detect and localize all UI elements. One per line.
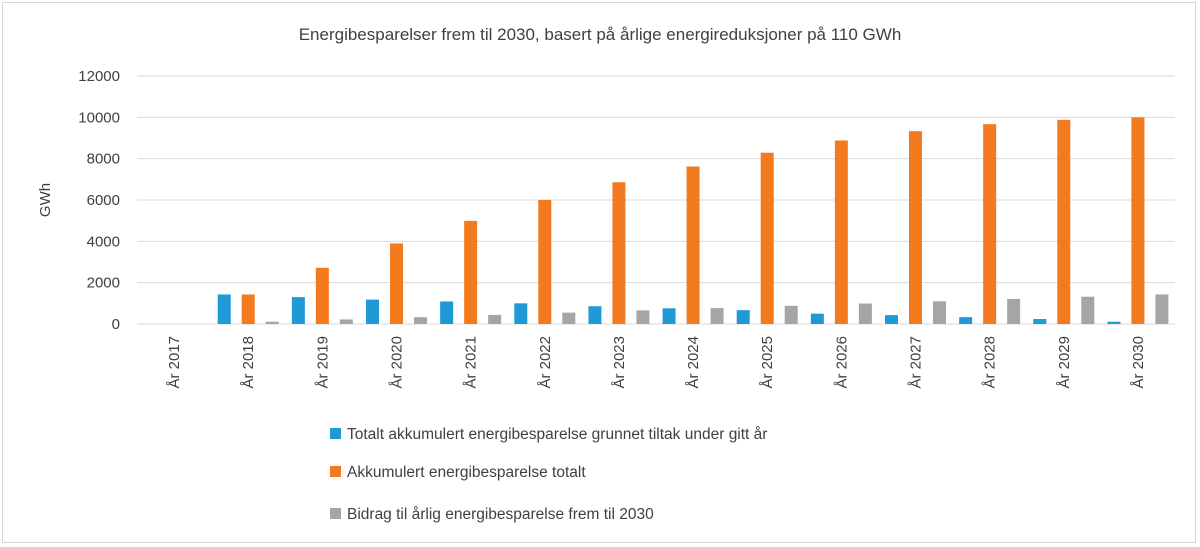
bar-series-2	[1131, 117, 1145, 324]
bar-series-3	[858, 303, 872, 324]
bar-series-3	[562, 312, 576, 324]
y-tick-label: 4000	[87, 233, 120, 250]
bar-series-1	[959, 317, 973, 324]
bar-series-3	[636, 310, 650, 324]
bar-series-2	[315, 267, 329, 324]
x-tick-label: År 2027	[908, 336, 925, 389]
y-tick-label: 0	[112, 316, 120, 333]
bar-series-3	[1155, 294, 1169, 324]
bars	[217, 117, 1169, 325]
bar-series-1	[217, 294, 231, 324]
legend-entry: Totalt akkumulert energibesparelse grunn…	[347, 426, 767, 443]
x-tick-label: År 2021	[463, 336, 480, 389]
bar-series-1	[736, 310, 750, 324]
x-tick-label: År 2025	[759, 336, 776, 389]
legend-entry: Akkumulert energibesparelse totalt	[347, 464, 586, 481]
x-axis-ticks: År 2017 År 2018 År 2019 År 2020 År 2021 År 20…	[166, 336, 1147, 389]
bar-series-1	[662, 308, 676, 324]
bar-series-2	[760, 152, 774, 324]
bar-series-3	[265, 321, 279, 324]
x-tick-label: År 2022	[537, 336, 554, 389]
bar-series-3	[488, 314, 502, 324]
bar-series-2	[686, 166, 700, 324]
y-tick-label: 8000	[87, 151, 120, 168]
bar-series-3	[933, 301, 946, 324]
bar-series-1	[1033, 319, 1047, 324]
x-tick-label: År 2030	[1130, 336, 1147, 389]
bar-series-1	[885, 315, 898, 324]
bar-series-1	[440, 301, 454, 324]
bar-series-2	[834, 140, 848, 324]
bar-series-1	[366, 299, 379, 324]
bar-series-2	[464, 220, 478, 324]
y-tick-label: 12000	[78, 68, 120, 85]
bar-series-2	[390, 243, 403, 324]
legend-swatch	[330, 428, 341, 439]
bar-series-3	[1081, 296, 1095, 324]
bar-series-2	[241, 294, 255, 324]
x-tick-label: År 2023	[611, 336, 628, 389]
x-tick-label: År 2028	[982, 336, 999, 389]
bar-series-2	[983, 124, 997, 324]
bar-series-3	[1007, 298, 1021, 324]
bar-series-2	[1057, 119, 1071, 325]
legend-entry: Bidrag til årlig energibesparelse frem t…	[347, 506, 654, 523]
y-tick-label: 10000	[78, 109, 120, 126]
y-tick-label: 2000	[87, 275, 120, 292]
x-tick-label: År 2018	[240, 336, 257, 389]
x-tick-label: År 2020	[389, 336, 406, 389]
bar-series-1	[291, 297, 305, 324]
y-tick-label: 6000	[87, 192, 120, 209]
bar-series-2	[909, 131, 922, 324]
legend-swatch	[330, 508, 341, 519]
bar-series-2	[612, 182, 626, 324]
bar-series-1	[810, 313, 824, 324]
x-tick-label: År 2024	[685, 336, 702, 389]
bar-series-1	[514, 303, 528, 324]
bar-series-3	[710, 308, 724, 324]
x-tick-label: År 2017	[166, 336, 183, 389]
bar-series-3	[414, 317, 427, 324]
bar-series-3	[784, 305, 798, 324]
gridlines	[137, 75, 1175, 325]
x-tick-label: År 2019	[314, 336, 331, 389]
x-tick-label: År 2029	[1056, 336, 1073, 389]
y-axis-label: GWh	[37, 183, 54, 217]
bar-series-1	[588, 306, 602, 324]
bar-series-2	[538, 200, 552, 324]
chart-title: Energibesparelser frem til 2030, basert …	[299, 25, 902, 44]
bar-series-3	[339, 319, 353, 324]
legend: Totalt akkumulert energibesparelse grunn…	[330, 426, 767, 523]
bar-series-1	[1107, 321, 1121, 324]
legend-swatch	[330, 466, 341, 477]
y-axis-ticks: 0 2000 4000 6000 8000 10000 12000	[78, 68, 120, 333]
x-tick-label: År 2026	[833, 336, 850, 389]
